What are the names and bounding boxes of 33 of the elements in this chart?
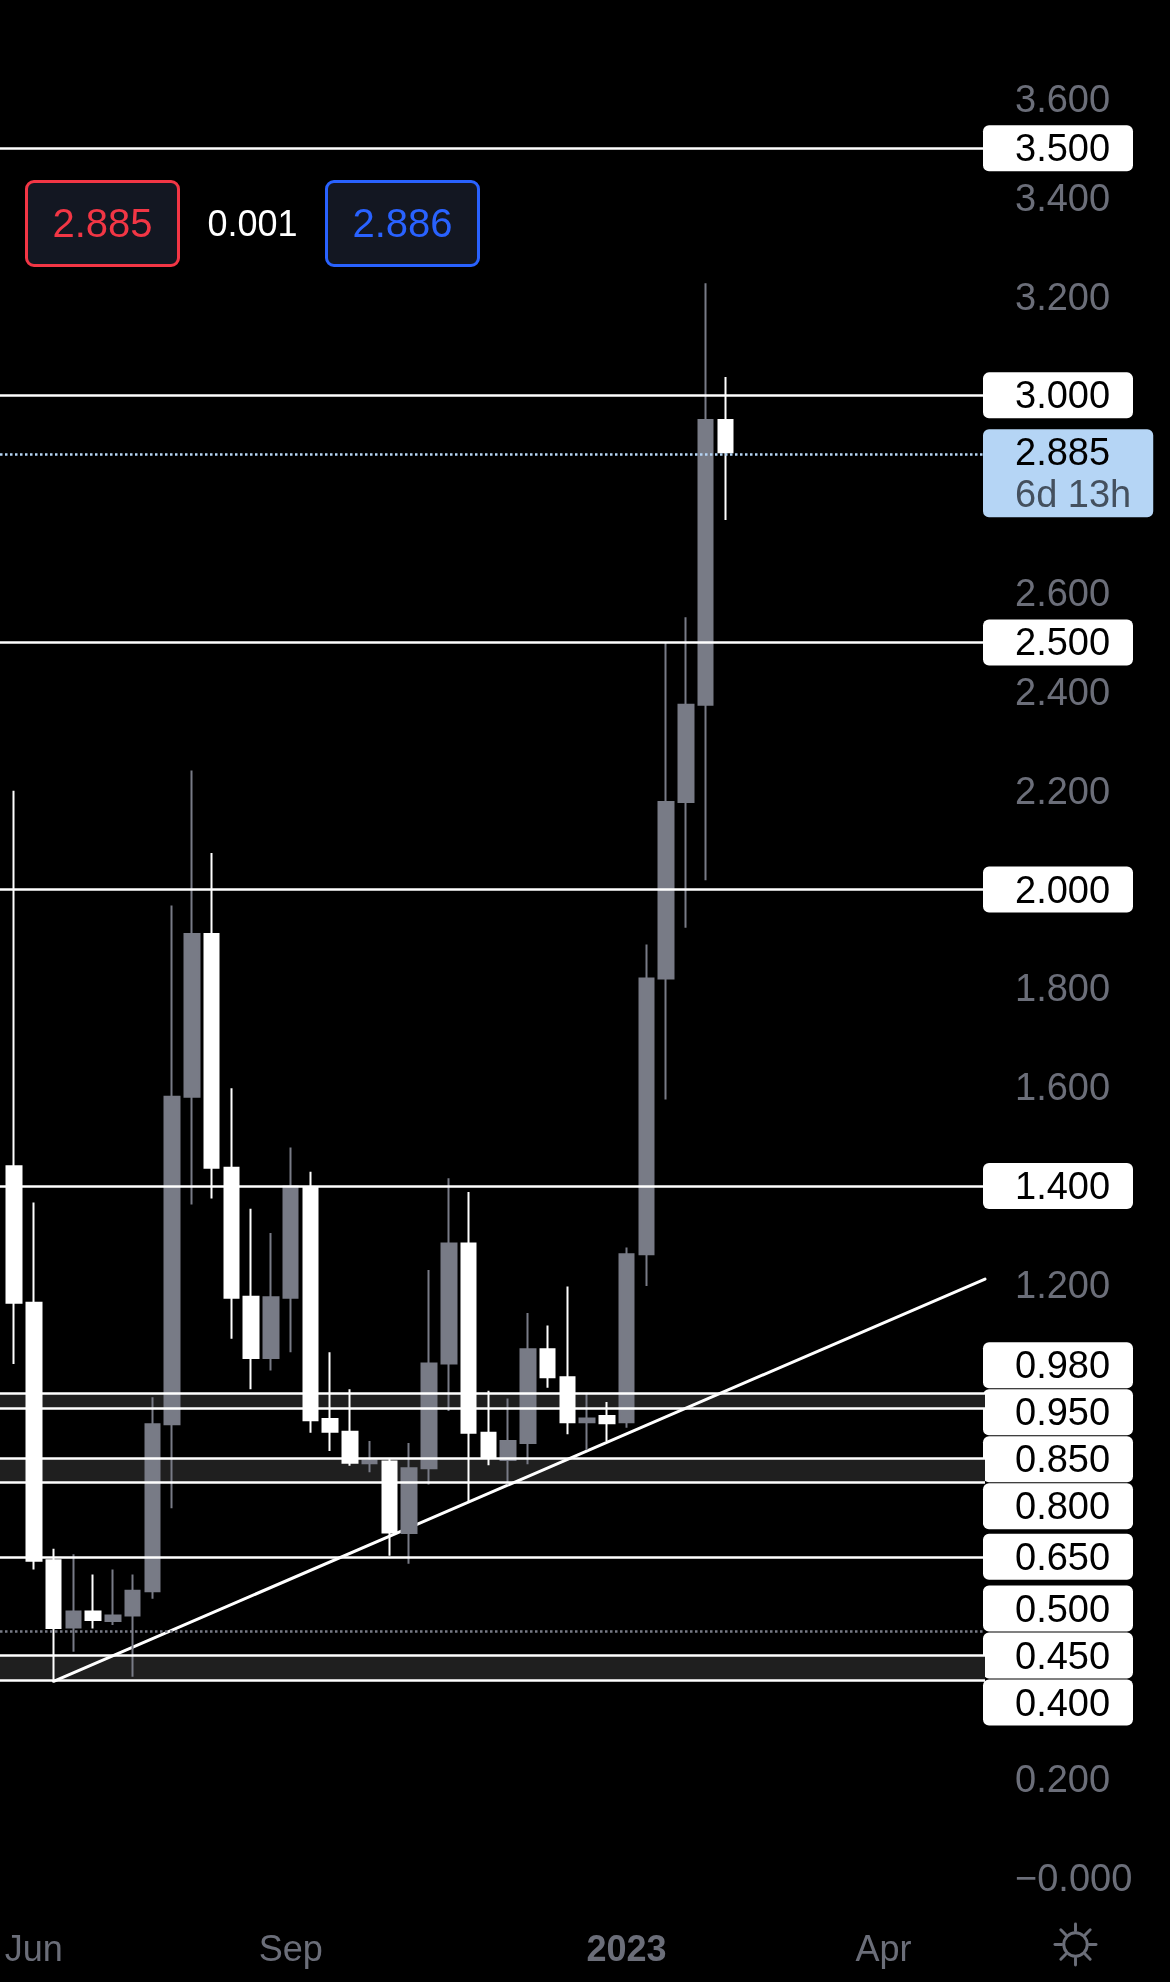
y-tick-label: 1.200 [1015,1263,1111,1306]
y-tick-label: 2.400 [1015,670,1111,713]
x-tick-label: Sep [258,1927,323,1969]
text: 6d 13h [1015,473,1132,516]
y-tick-label: −0.000 [1015,1857,1133,1899]
ref-line-label: 3.500 [1015,127,1111,170]
ref-line-label: 0.980 [1015,1344,1111,1387]
y-tick-label: 2.600 [1015,572,1111,615]
ref-line-label: 1.400 [1015,1165,1111,1208]
annotation: 0.001 [206,202,299,245]
x-tick-label: Apr [855,1927,912,1969]
y-tick-label: 3.200 [1015,275,1111,318]
ref-line-label: 0.500 [1015,1587,1111,1630]
x-tick-label: 2023 [586,1927,667,1969]
annotation: 2.885 [25,180,180,267]
ref-line-label: 2.885 [1015,431,1111,474]
ref-line-label: 0.800 [1015,1485,1111,1528]
ref-line-label: 0.650 [1015,1535,1111,1578]
ref-line-label: 2.500 [1015,621,1111,664]
ref-line-label: 0.450 [1015,1634,1111,1677]
y-tick-label: 1.600 [1015,1066,1111,1109]
ref-line-label: 3.000 [1015,374,1111,417]
ref-line-label: 0.400 [1015,1681,1111,1724]
y-tick-label: 1.800 [1015,967,1111,1010]
y-tick-label: 0.200 [1015,1758,1111,1801]
x-tick-label: Jun [4,1927,63,1969]
annotation: 2.886 [325,180,480,267]
y-tick-label: 3.400 [1015,176,1111,219]
ref-line-label: 0.850 [1015,1438,1111,1481]
y-tick-label: 3.600 [1015,77,1111,120]
y-tick-label: 2.200 [1015,769,1111,812]
ref-line-label: 2.000 [1015,868,1111,911]
ref-line-label: 0.950 [1015,1391,1111,1434]
